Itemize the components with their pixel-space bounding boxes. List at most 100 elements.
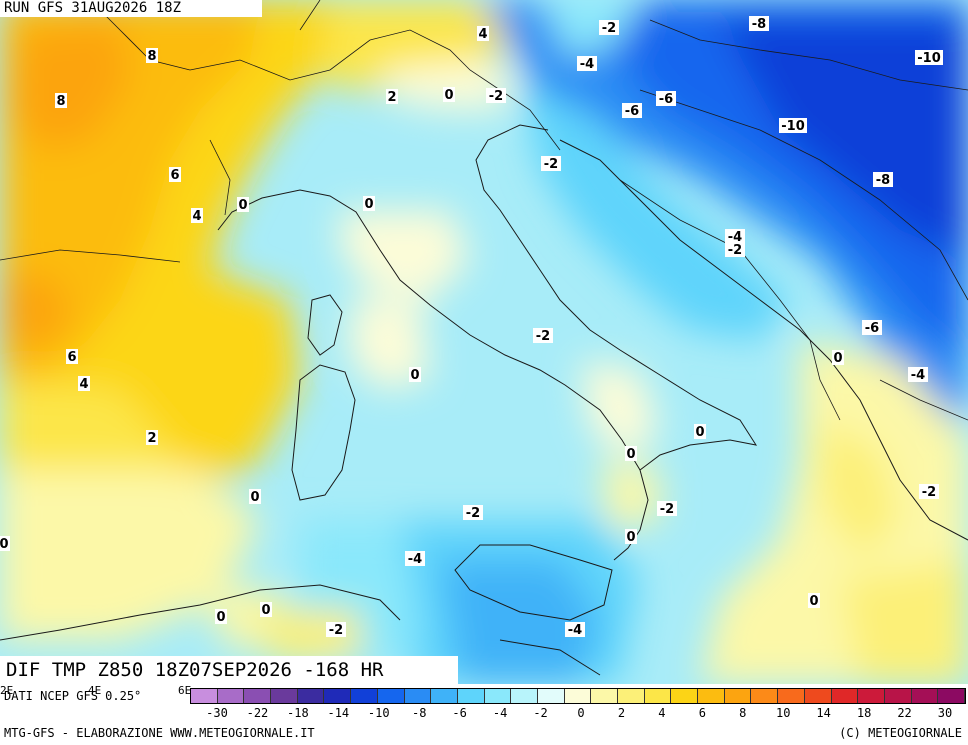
isotherm-label: -4: [565, 622, 585, 638]
isotherm-label-text: 6: [170, 168, 179, 183]
temperature-anomaly-map: -2 -8-104-488 2 0 -2 -6-6-10-26 -840 0-4-2-6-26…: [0, 0, 968, 684]
isotherm-label: 2: [386, 89, 398, 105]
isotherm-label-bg: [873, 172, 893, 187]
isotherm-label-bg: [749, 16, 769, 31]
isotherm-label-bg: [725, 242, 745, 257]
lon-label-2e: 2E: [0, 684, 14, 697]
isotherm-label-bg: [577, 56, 597, 71]
legend-swatch: [324, 689, 352, 703]
isotherm-label-text: 0: [626, 447, 635, 462]
isotherm-label-text: -2: [922, 485, 936, 500]
isotherm-label-bg: [919, 484, 939, 499]
isotherm-label-text: -4: [580, 57, 594, 72]
legend-swatch: [377, 689, 405, 703]
legend-swatch: [938, 689, 965, 703]
isotherm-label: 0: [215, 609, 227, 625]
isotherm-label: 0: [363, 196, 375, 212]
legend-swatch: [671, 689, 699, 703]
isotherm-label-text: 0: [444, 88, 453, 103]
legend-tick: -8: [411, 706, 427, 720]
legend-swatch: [457, 689, 485, 703]
isotherm-label: -6: [622, 103, 642, 119]
legend-tick: 30: [937, 706, 953, 720]
isotherm-label: 4: [78, 376, 90, 392]
isotherm-label: 6: [169, 167, 181, 183]
isotherm-label-bg: [599, 20, 619, 35]
isotherm-label: -8: [749, 16, 769, 32]
isotherm-label-bg: [249, 489, 261, 504]
legend-tick: 4: [658, 706, 666, 720]
isotherm-label-bg: [915, 50, 943, 65]
legend-swatch: [591, 689, 618, 703]
color-legend: [190, 688, 966, 704]
isotherm-label: 0: [0, 536, 10, 552]
isotherm-label-bg: [477, 26, 489, 41]
isotherm-label: 0: [832, 350, 844, 366]
isotherm-label-bg: [625, 529, 637, 544]
isotherm-label-bg: [405, 551, 425, 566]
isotherm-label-bg: [565, 622, 585, 637]
legend-tick: 10: [775, 706, 791, 720]
isotherm-label-text: -2: [660, 502, 674, 517]
legend-swatch: [698, 689, 725, 703]
isotherm-label: -6: [862, 320, 882, 336]
isotherm-label-text: -6: [659, 92, 673, 107]
credit-right: (C) METEOGIORNALE: [839, 726, 962, 740]
isotherm-label-bg: [486, 88, 506, 103]
isotherm-label-bg: [326, 622, 346, 637]
isotherm-label-bg: [66, 349, 78, 364]
isotherm-label-text: -4: [568, 623, 582, 638]
isotherm-label-bg: [169, 167, 181, 182]
isotherm-label-text: -2: [602, 21, 616, 36]
isotherm-label-text: 8: [147, 49, 156, 64]
legend-swatch: [511, 689, 538, 703]
isotherm-label-bg: [146, 430, 158, 445]
isotherm-label: 8: [55, 93, 67, 109]
legend-swatch: [431, 689, 458, 703]
legend-swatch: [778, 689, 805, 703]
isotherm-label: 4: [477, 26, 489, 42]
isotherm-label-text: -2: [489, 89, 503, 104]
isotherm-label-text: 0: [250, 490, 259, 505]
isotherm-label-bg: [808, 593, 820, 608]
isotherm-label: -2: [919, 484, 939, 500]
isotherm-label-bg: [215, 609, 227, 624]
isotherm-label-bg: [191, 208, 203, 223]
isotherm-label-text: 6: [67, 350, 76, 365]
legend-tick: 22: [897, 706, 912, 720]
isotherm-label: 6: [66, 349, 78, 365]
isotherm-label-bg: [443, 87, 455, 102]
isotherm-label-text: 0: [695, 425, 704, 440]
isotherm-label-bg: [779, 118, 807, 133]
legend-swatch: [404, 689, 432, 703]
isotherm-label-text: 4: [192, 209, 201, 224]
isotherm-label: -2: [599, 20, 619, 36]
isotherm-label-bg: [463, 505, 483, 520]
isotherm-label-text: 4: [79, 377, 88, 392]
isotherm-label-text: -2: [544, 157, 558, 172]
isotherm-label-bg: [725, 229, 745, 244]
isotherm-label: 2: [146, 430, 158, 446]
legend-tick: 14: [816, 706, 831, 720]
isotherm-label: -2: [533, 328, 553, 344]
isotherm-label: -4: [577, 56, 597, 72]
isotherm-label-text: 0: [809, 594, 818, 609]
isotherm-label-text: -10: [917, 51, 941, 66]
isotherm-label: -2: [725, 242, 745, 258]
isotherm-label-bg: [657, 501, 677, 516]
legend-tick: -2: [533, 706, 548, 720]
data-source: DATI NCEP GFS 0.25°: [4, 689, 142, 703]
isotherm-label-text: 0: [0, 537, 9, 552]
isotherm-label-text: -4: [911, 368, 925, 383]
isotherm-label: -10: [779, 118, 807, 134]
isotherm-label: 0: [625, 529, 637, 545]
isotherm-label: -2: [463, 505, 483, 521]
legend-swatch: [618, 689, 645, 703]
isotherm-label-text: -2: [329, 623, 343, 638]
isotherm-label: 0: [694, 424, 706, 440]
legend-swatch: [644, 689, 672, 703]
isotherm-label: 8: [146, 48, 158, 64]
legend-swatch: [724, 689, 752, 703]
legend-swatch: [537, 689, 565, 703]
isotherm-label-text: 4: [478, 27, 487, 42]
